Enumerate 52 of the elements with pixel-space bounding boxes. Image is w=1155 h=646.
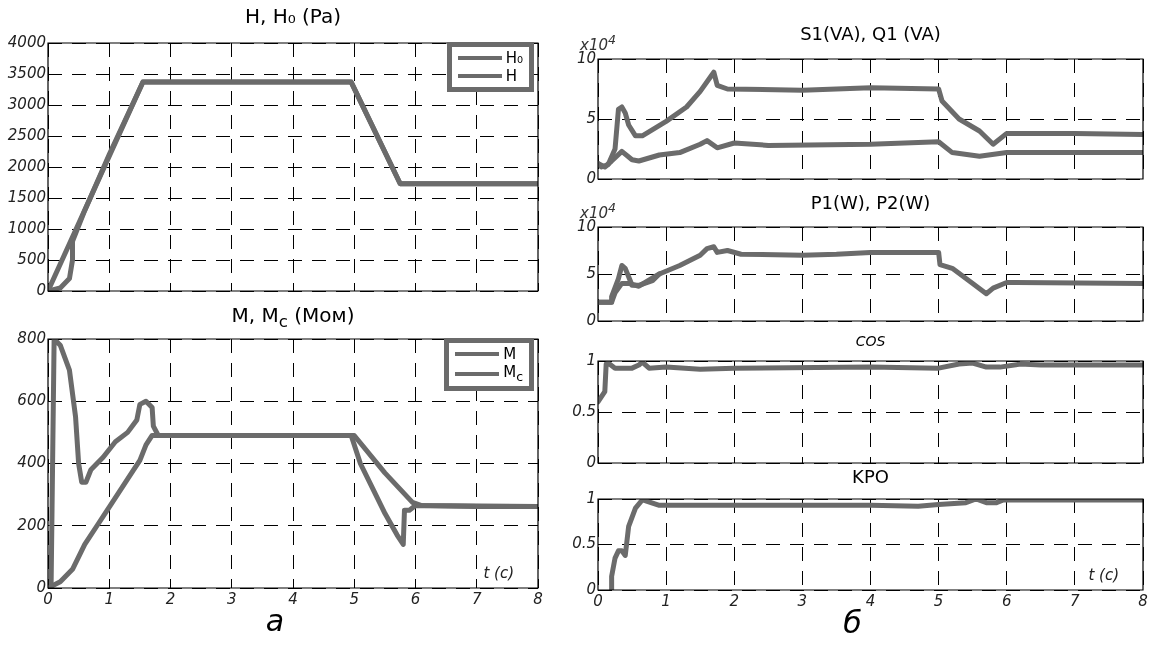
x-axis-title: t (c): [1088, 566, 1119, 585]
y-tick-label: 4000: [7, 32, 46, 51]
y-tick-label: 200: [17, 515, 46, 534]
y-tick-label: 0.5: [572, 401, 596, 420]
y-tick-label: 5: [586, 263, 596, 282]
x-tick-label: 8: [1138, 591, 1148, 610]
y-tick-label: 0: [586, 310, 596, 329]
x-tick-label: 6: [1001, 591, 1012, 610]
y-tick-label: 0: [36, 280, 46, 299]
x-tick-label: 2: [165, 589, 176, 608]
y-tick-label: 400: [17, 453, 46, 472]
chart-title: KPO: [851, 466, 890, 488]
y-tick-label: 2500: [7, 125, 46, 144]
legend-label: M$_{c}$: [503, 363, 523, 384]
text: а: [264, 603, 286, 638]
y-tick-label: 800: [17, 328, 46, 347]
x-tick-label: 5: [349, 589, 360, 608]
y-tick-label: 1: [586, 350, 596, 369]
chart-title: S1(VA), Q1 (VA): [800, 23, 941, 44]
legend-label: M: [503, 345, 517, 363]
x-axis-title: t (c): [483, 564, 514, 583]
legend-label: H: [505, 67, 517, 85]
y-tick-label: 1500: [7, 187, 46, 206]
x-tick-label: 4: [865, 591, 876, 610]
x-tick-label: 7: [1070, 591, 1081, 610]
chart-title: COS: [854, 332, 887, 350]
y-tick-label: 0: [586, 168, 596, 187]
x-tick-label: 6: [410, 589, 421, 608]
x-tick-label: 3: [226, 589, 237, 608]
x-tick-label: 5: [933, 591, 944, 610]
chart-title: M, M$_{c}$ (Mом): [230, 302, 356, 331]
x-tick-label: 7: [471, 589, 482, 608]
y-tick-label: 0.5: [572, 534, 596, 553]
text: б: [842, 605, 863, 640]
x-tick-label: 2: [729, 591, 740, 610]
y-tick-label: 5: [586, 108, 596, 127]
y-tick-label: 3000: [7, 94, 46, 113]
chart-title: H, H₀ (Pa): [243, 3, 343, 30]
x-tick-label: 1: [104, 589, 115, 608]
y-tick-label: 0: [586, 452, 596, 471]
y-tick-label: 600: [17, 391, 46, 410]
x-tick-label: 3: [797, 591, 808, 610]
chart-title: P1(W), P2(W): [810, 192, 931, 213]
y-tick-label: 1: [586, 488, 596, 507]
x-tick-label: 8: [533, 589, 543, 608]
y-tick-label: 2000: [7, 156, 46, 175]
y-tick-label: 1000: [7, 218, 46, 237]
x-tick-label: 1: [661, 591, 671, 610]
legend-label: H₀: [505, 49, 523, 67]
x-tick-label: 4: [288, 589, 298, 608]
y-tick-label: 500: [17, 249, 46, 268]
y-tick-label: 3500: [7, 63, 46, 82]
